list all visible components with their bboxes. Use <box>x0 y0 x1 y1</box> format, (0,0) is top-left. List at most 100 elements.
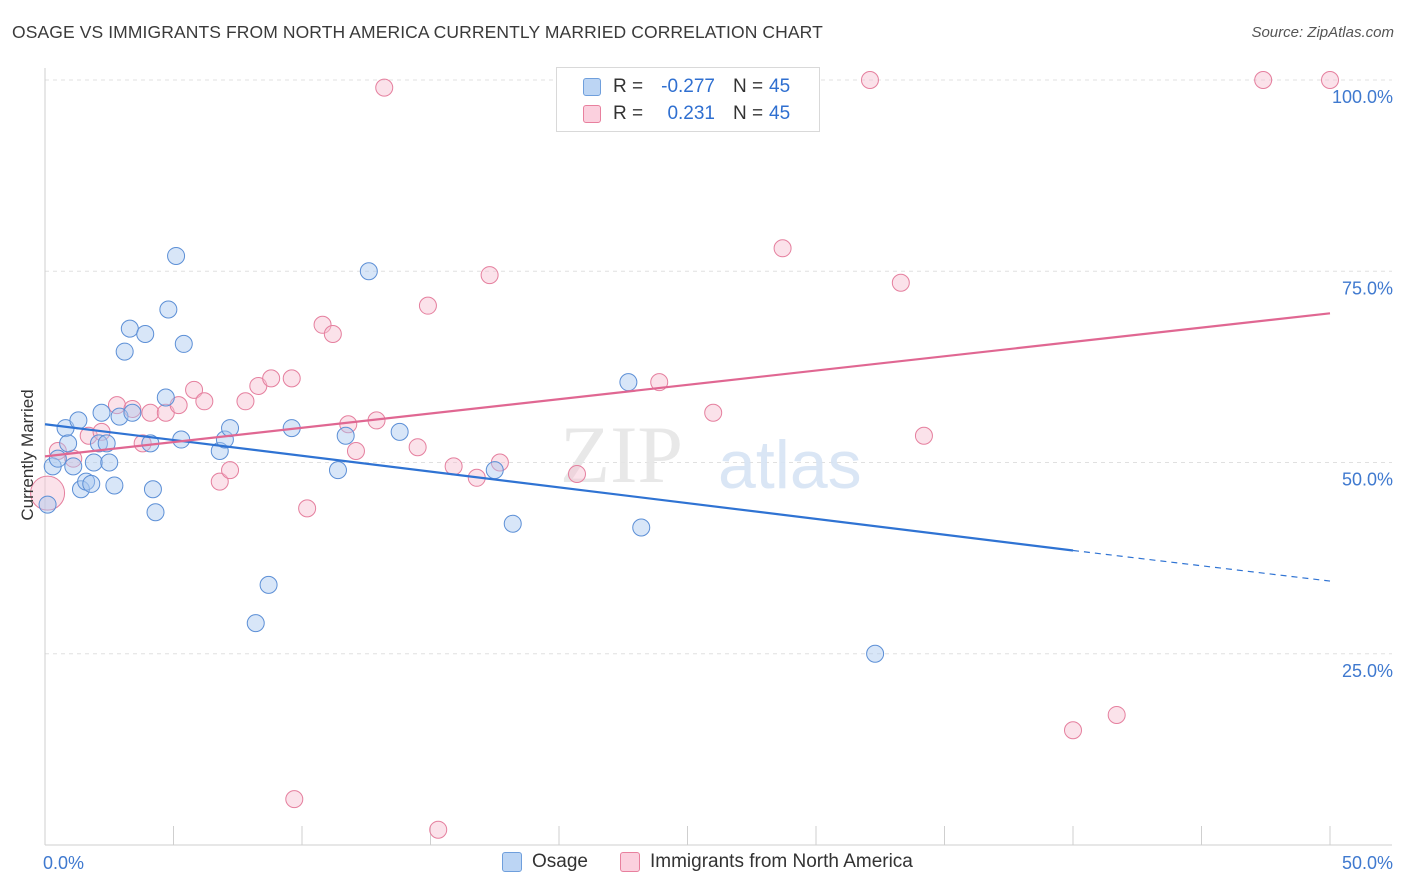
immigrants-point <box>282 369 301 388</box>
immigrants-point <box>262 369 281 388</box>
legend-r-value: 0.231 <box>667 103 715 124</box>
osage-point <box>146 503 165 522</box>
osage-point <box>159 300 178 319</box>
immigrants-point <box>914 426 933 445</box>
axes <box>44 68 1392 846</box>
immigrants-trend-line <box>44 312 1331 458</box>
legend-n-value: 45 <box>769 76 791 97</box>
osage-point <box>105 476 124 495</box>
legend-n-value: 45 <box>769 103 791 124</box>
y-tick-label: 25.0% <box>1342 661 1393 681</box>
immigrants-point <box>567 464 586 483</box>
legend-n-label: N = <box>733 103 764 124</box>
x-tick-label: 50.0% <box>1342 853 1393 873</box>
immigrants-point <box>375 78 394 97</box>
osage-trend-extension <box>1072 549 1331 582</box>
watermark-zip: ZIP <box>560 409 683 500</box>
immigrants-point <box>133 434 152 453</box>
legend-n-label: N = <box>733 76 764 97</box>
osage-point <box>503 514 522 533</box>
legend-swatch-osage <box>583 78 601 96</box>
series-swatch-osage <box>502 852 522 872</box>
osage-point <box>619 373 638 392</box>
immigrants-point <box>195 392 214 411</box>
immigrants-point <box>236 392 255 411</box>
y-axis-label: Currently Married <box>18 389 37 520</box>
immigrants-point <box>141 403 160 422</box>
series-label-immigrants: Immigrants from North America <box>649 851 913 872</box>
series-osage-points <box>38 246 885 663</box>
osage-point <box>97 434 116 453</box>
osage-point <box>115 342 134 361</box>
series-legend-osage[interactable]: Osage <box>502 851 588 873</box>
tick-labels: 25.0% 50.0% 75.0% 100.0% 0.0% 50.0% <box>43 87 1393 873</box>
grid-lines <box>45 79 1392 655</box>
immigrants-point <box>704 403 723 422</box>
osage-point <box>84 453 103 472</box>
osage-point <box>100 453 119 472</box>
immigrants-point <box>429 820 448 839</box>
osage-point <box>143 480 162 499</box>
osage-point <box>328 461 347 480</box>
y-tick-label: 100.0% <box>1332 87 1393 107</box>
immigrants-point <box>891 273 910 292</box>
immigrants-point <box>773 239 792 258</box>
immigrants-point <box>185 380 204 399</box>
osage-point <box>246 614 265 633</box>
osage-point <box>632 518 651 537</box>
immigrants-point <box>480 266 499 285</box>
legend-row-osage: R = -0.277 N = 45 <box>583 74 790 100</box>
legend-r-value: -0.277 <box>661 76 715 97</box>
osage-point <box>82 474 101 493</box>
osage-point <box>390 422 409 441</box>
immigrants-point <box>221 461 240 480</box>
immigrants-point <box>210 472 229 491</box>
series-label-osage: Osage <box>532 851 588 872</box>
correlation-legend: R = -0.277 N = 45 R = 0.231 N = 45 <box>556 67 820 132</box>
immigrants-point <box>1064 721 1082 740</box>
osage-point <box>136 324 155 343</box>
x-tick-label: 0.0% <box>43 853 84 873</box>
series-legend-immigrants[interactable]: Immigrants from North America <box>619 851 913 873</box>
immigrants-point <box>323 324 342 343</box>
osage-point <box>64 457 83 476</box>
osage-point <box>156 388 175 407</box>
watermark-atlas: atlas <box>718 427 862 503</box>
osage-point <box>89 434 108 453</box>
y-tick-label: 75.0% <box>1342 278 1393 298</box>
source-credit: Source: ZipAtlas.com <box>1251 24 1394 41</box>
chart-title: OSAGE VS IMMIGRANTS FROM NORTH AMERICA C… <box>12 22 823 42</box>
trend-lines <box>44 312 1331 582</box>
immigrants-point <box>860 71 879 89</box>
legend-r-label: R = <box>613 103 644 124</box>
immigrants-point <box>285 790 304 809</box>
osage-point <box>38 495 57 514</box>
legend-swatch-immigrants <box>583 105 601 123</box>
immigrants-point <box>1321 71 1339 89</box>
watermark: ZIP atlas <box>560 409 862 503</box>
osage-point <box>336 426 355 445</box>
osage-point <box>485 461 504 480</box>
immigrants-point <box>298 499 317 518</box>
immigrants-point <box>1107 705 1126 724</box>
legend-row-immigrants: R = 0.231 N = 45 <box>583 101 790 127</box>
immigrants-point <box>30 475 66 511</box>
immigrants-point <box>346 442 365 461</box>
immigrants-point <box>408 438 427 457</box>
series-legend: Osage Immigrants from North America <box>502 851 945 873</box>
immigrants-point <box>444 457 463 476</box>
immigrants-point <box>418 296 437 315</box>
immigrants-point <box>107 396 126 415</box>
osage-point <box>123 403 142 422</box>
immigrants-point <box>1254 71 1273 89</box>
osage-point <box>59 434 78 453</box>
osage-point <box>120 319 139 338</box>
osage-trend-line <box>44 423 1074 552</box>
osage-point <box>92 403 111 422</box>
series-immigrants-points <box>30 71 1339 839</box>
osage-point <box>866 644 885 663</box>
osage-point <box>259 575 278 594</box>
osage-point <box>359 262 378 281</box>
legend-r-label: R = <box>613 76 644 97</box>
